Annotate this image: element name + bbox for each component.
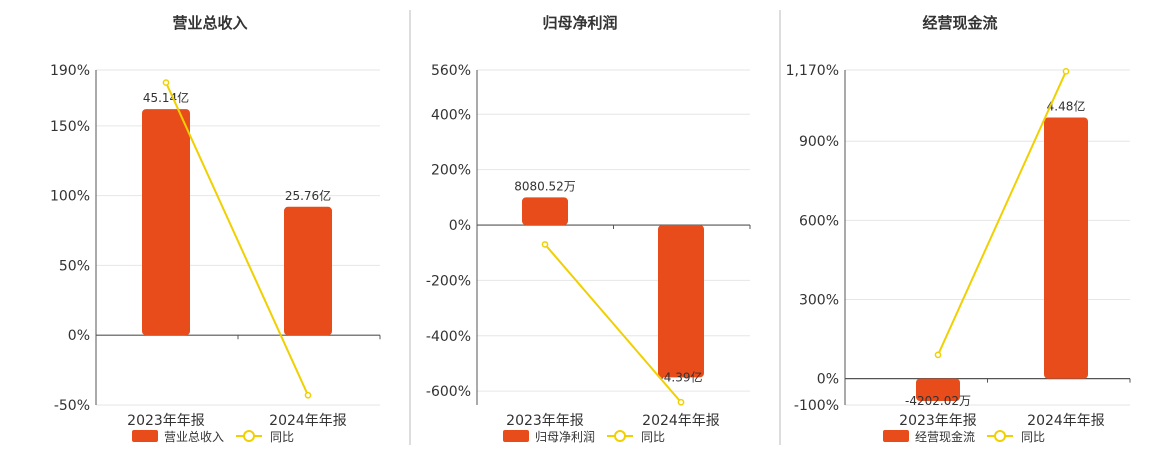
x-category-label: 2024年年报 <box>269 413 347 429</box>
legend-line-marker <box>243 430 255 442</box>
y-tick-label: 560% <box>431 63 471 79</box>
y-tick-label: 0% <box>817 372 839 388</box>
bar-1 <box>142 109 190 336</box>
legend-line-marker <box>614 430 626 442</box>
legend-line-marker <box>994 430 1006 442</box>
bar-data-label: -4202.02万 <box>905 394 971 408</box>
y-tick-label: 50% <box>59 258 90 274</box>
yoy-line <box>937 70 1067 356</box>
y-tick-label: 200% <box>431 163 471 179</box>
yoy-point-2 <box>304 391 312 399</box>
y-tick-label: 1,170% <box>786 63 839 79</box>
legend-line-label: 同比 <box>1021 430 1045 444</box>
yoy-point-1 <box>162 79 170 86</box>
x-category-label: 2023年年报 <box>506 413 584 429</box>
bar-data-label: 8080.52万 <box>514 179 576 193</box>
bar-2 <box>658 225 704 378</box>
yoy-point-1 <box>541 241 549 248</box>
x-category-label: 2024年年报 <box>1027 413 1105 429</box>
y-tick-label: -50% <box>54 398 90 414</box>
chart-panel-3: 经营现金流 1,170% 900% 600% 300% 0% -100% -4202.02万 4… <box>786 14 1131 444</box>
legend-bar-label: 营业总收入 <box>164 430 224 444</box>
x-category-label: 2023年年报 <box>899 413 977 429</box>
y-tick-label: 150% <box>50 119 90 135</box>
yoy-line <box>165 82 309 396</box>
legend-line-label: 同比 <box>270 430 294 444</box>
legend-bar-swatch <box>883 430 909 442</box>
legend-bar-swatch <box>132 430 158 442</box>
legend-bar-label: 经营现金流 <box>915 429 975 444</box>
y-tick-label: 400% <box>431 107 471 123</box>
chart-title: 营业总收入 <box>172 14 247 32</box>
bar-data-label: -4.39亿 <box>659 369 702 384</box>
y-tick-label: 0% <box>68 328 90 344</box>
legend-bar-swatch <box>503 430 529 442</box>
legend-bar-label: 归母净利润 <box>535 430 595 444</box>
chart-title: 经营现金流 <box>922 14 997 32</box>
y-tick-label: 900% <box>799 134 839 150</box>
bar-data-label: 45.14亿 <box>143 90 189 105</box>
yoy-point-2 <box>1062 67 1070 75</box>
yoy-point-2 <box>677 398 685 406</box>
legend-line-label: 同比 <box>641 430 665 444</box>
bar-1 <box>522 197 568 226</box>
chart-title: 归母净利润 <box>542 14 617 32</box>
y-tick-label: -100% <box>794 398 839 414</box>
x-category-label: 2024年年报 <box>642 413 720 429</box>
y-tick-label: 600% <box>799 213 839 229</box>
y-tick-label: 300% <box>799 292 839 308</box>
yoy-line <box>544 243 682 403</box>
bar-2 <box>1044 117 1088 379</box>
bar-data-label: 4.48亿 <box>1047 98 1086 113</box>
chart-panel-1: 营业总收入 190% 150% 100% 50% 0% -50% 45.14亿 25.76亿 20… <box>50 14 381 444</box>
y-tick-label: -600% <box>426 384 471 400</box>
y-tick-label: 100% <box>50 189 90 205</box>
chart-panel-2: 归母净利润 560% 400% 200% 0% -200% -400% -600% 8080.5… <box>426 14 751 444</box>
y-tick-label: -400% <box>426 329 471 345</box>
y-tick-label: 0% <box>449 218 471 234</box>
bar-2 <box>284 206 332 336</box>
y-tick-label: 190% <box>50 63 90 79</box>
bar-1 <box>916 378 960 402</box>
bar-data-label: 25.76亿 <box>285 188 331 203</box>
y-tick-label: -200% <box>426 273 471 289</box>
x-category-label: 2023年年报 <box>127 413 205 429</box>
yoy-point-1 <box>934 351 942 359</box>
